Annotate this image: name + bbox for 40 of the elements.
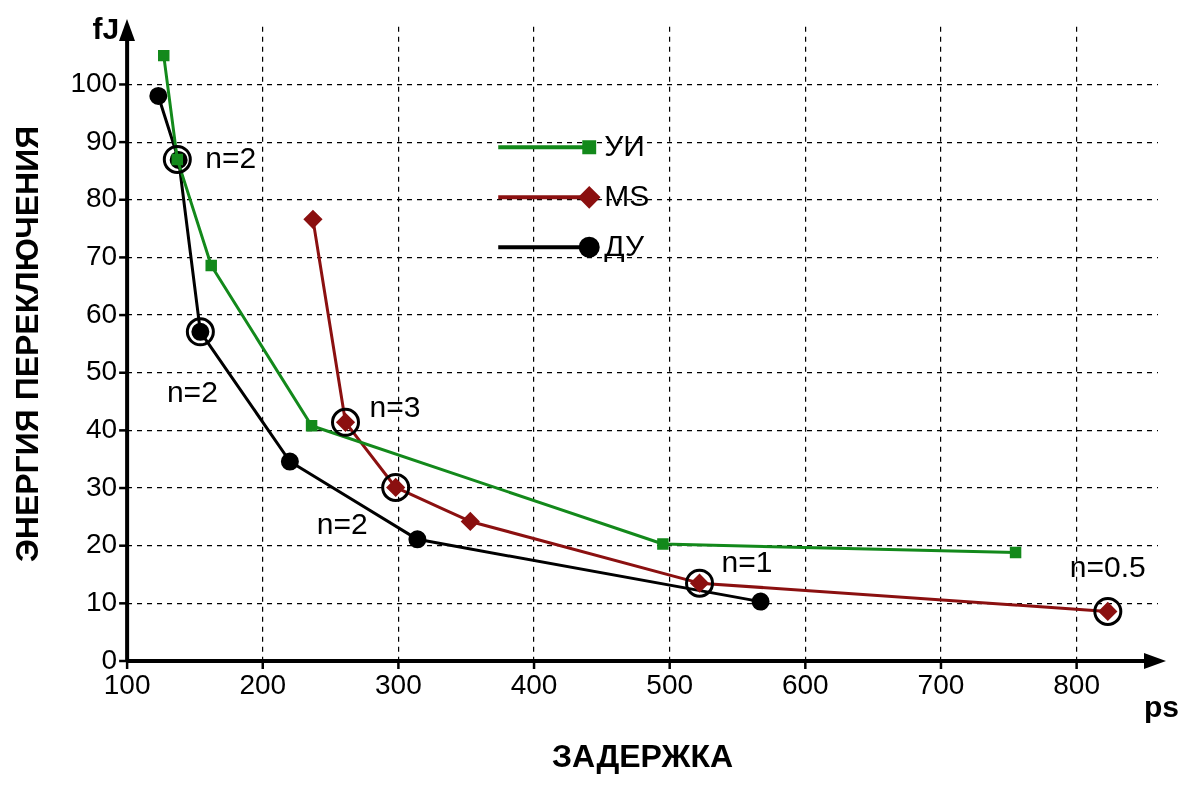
y-tick-label: 80 xyxy=(85,182,118,214)
annotation: n=3 xyxy=(369,389,421,423)
x-tick-label: 500 xyxy=(646,668,694,700)
point xyxy=(158,49,170,62)
x-tick-label: 700 xyxy=(917,668,965,700)
point xyxy=(305,420,318,432)
y-tick-label: 30 xyxy=(85,470,118,502)
x-axis-title: ЗАДЕРЖКА xyxy=(552,737,734,774)
text: fJ xyxy=(92,12,120,46)
annotation: n=2 xyxy=(205,140,257,174)
annotation: n=2 xyxy=(166,375,218,409)
point xyxy=(657,538,669,550)
point xyxy=(149,86,168,105)
x-tick-label: 200 xyxy=(239,668,287,700)
text: ps xyxy=(1144,690,1180,724)
y-axis-title: ЭНЕРГИЯ ПЕРЕКЛЮЧЕНИЯ xyxy=(9,125,46,562)
y-tick-label: 90 xyxy=(85,124,118,156)
y-tick-label: 60 xyxy=(85,297,118,329)
y-tick-label: 70 xyxy=(85,240,118,272)
point xyxy=(1009,546,1022,559)
point xyxy=(280,452,299,471)
annotation: n=0.5 xyxy=(1069,549,1146,583)
legend-label: ДУ xyxy=(604,228,645,262)
point xyxy=(205,259,217,272)
x-tick-label: 400 xyxy=(510,668,558,700)
legend-label: MS xyxy=(604,178,650,212)
point xyxy=(408,530,427,549)
y-tick-label: 100 xyxy=(70,67,118,99)
y-tick-label: 50 xyxy=(85,355,118,387)
annotation: n=2 xyxy=(316,506,368,540)
annotation: n=1 xyxy=(721,545,773,579)
y-tick-label: 40 xyxy=(85,413,118,445)
point xyxy=(751,592,770,611)
y-tick-label: 10 xyxy=(85,586,118,618)
x-tick-label: 300 xyxy=(375,668,422,700)
x-tick-label: 800 xyxy=(1053,668,1100,700)
y-tick-label: 0 xyxy=(101,643,118,675)
y-tick-label: 20 xyxy=(85,528,118,560)
legend-label: УИ xyxy=(604,128,645,162)
x-tick-label: 600 xyxy=(781,668,829,700)
